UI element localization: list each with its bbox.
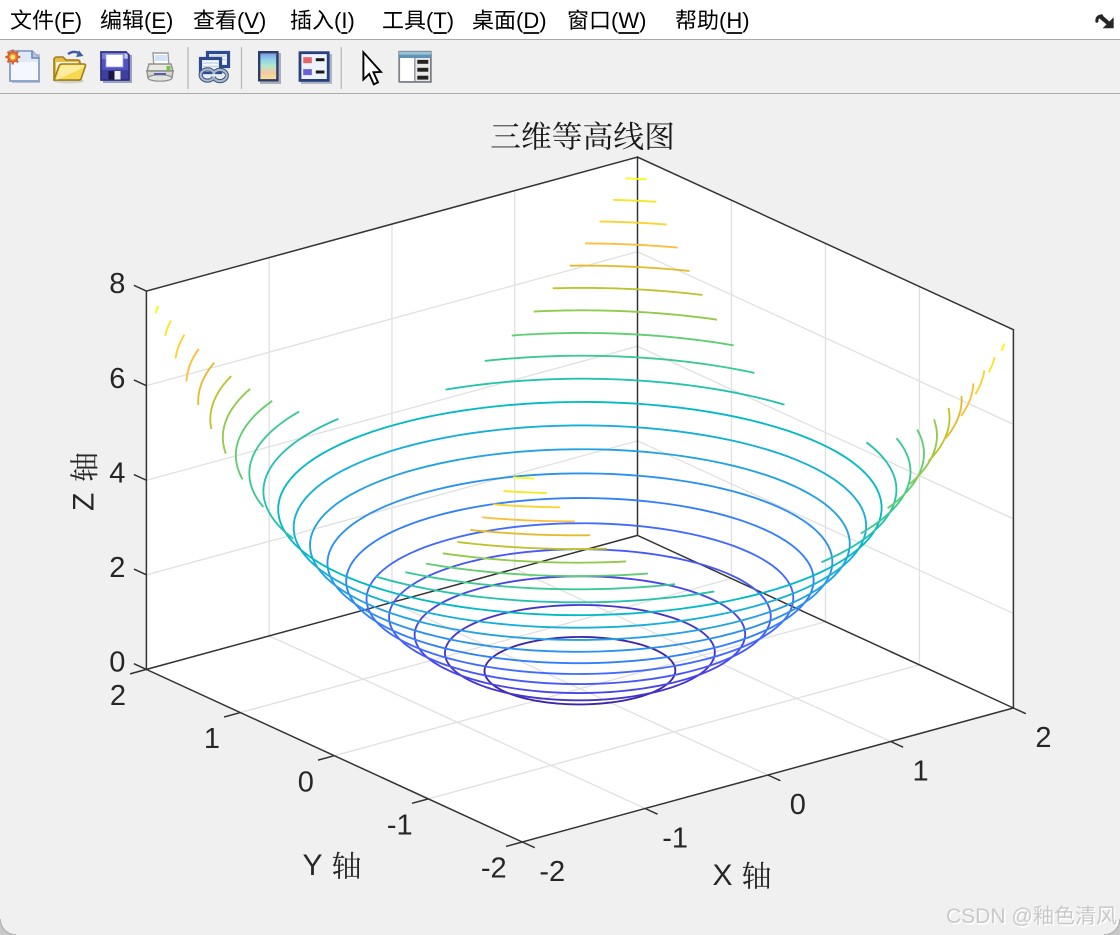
svg-text:X: X [713,859,733,892]
svg-text:4: 4 [109,457,125,489]
svg-text:-2: -2 [481,853,507,885]
svg-text:Y: Y [303,849,323,882]
svg-text:2: 2 [109,552,125,584]
svg-text:2: 2 [110,680,126,712]
svg-text:0: 0 [298,766,314,798]
svg-text:CSDN @: CSDN @ [948,907,1035,930]
svg-text:-2: -2 [539,856,565,888]
svg-text:Z: Z [67,493,100,511]
svg-text:(F): (F) [54,8,82,33]
svg-text:0: 0 [790,789,806,821]
svg-text:-1: -1 [387,809,413,841]
svg-text:1: 1 [913,756,929,788]
svg-text:(W): (W) [611,8,646,33]
svg-text:0: 0 [109,647,125,679]
svg-text:2: 2 [1035,722,1051,754]
svg-text:-1: -1 [662,823,688,855]
svg-text:(H): (H) [719,8,750,33]
svg-text:(V): (V) [237,8,266,33]
svg-text:(D): (D) [516,8,547,33]
svg-text:(T): (T) [426,8,454,33]
svg-text:(E): (E) [144,8,173,33]
svg-text:CSDN @: CSDN @ [946,905,1033,928]
svg-text:8: 8 [109,268,125,300]
svg-text:(I): (I) [334,8,355,33]
svg-text:1: 1 [204,723,220,755]
svg-text:6: 6 [109,363,125,395]
